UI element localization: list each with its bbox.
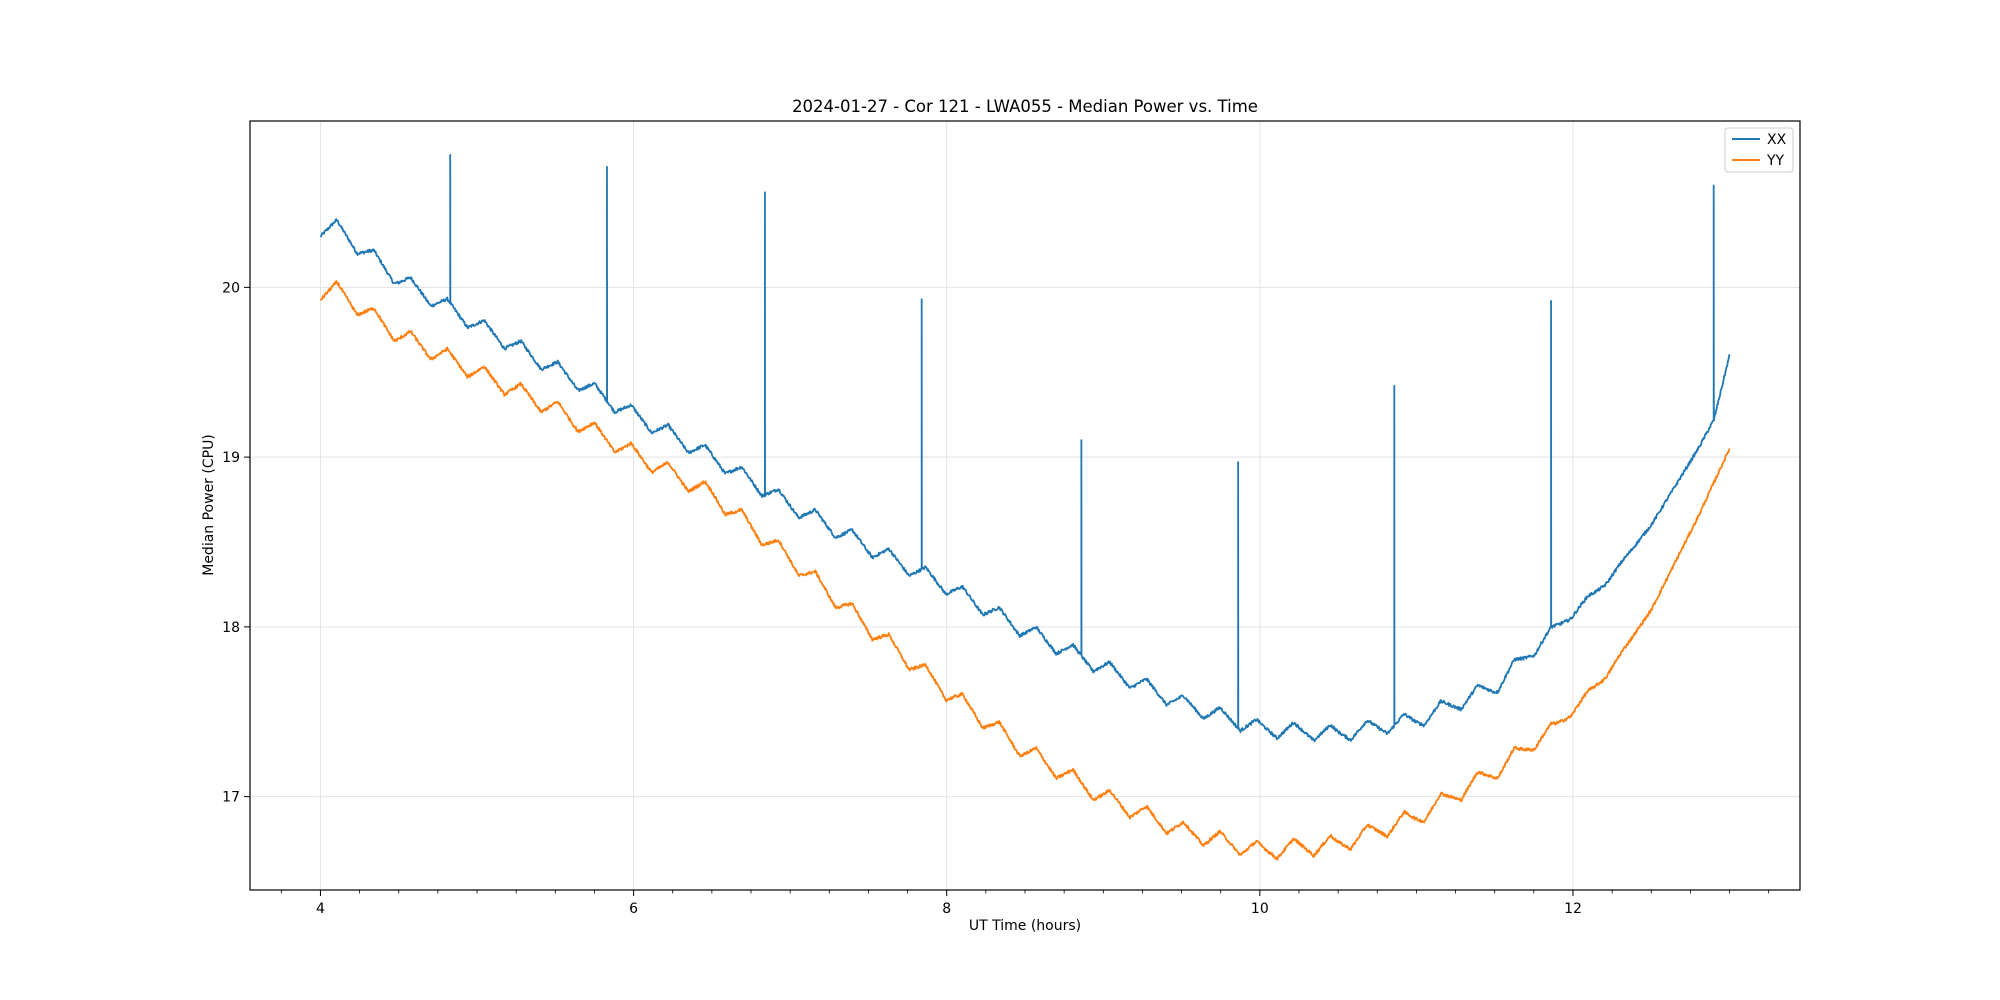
- y-tick-label: 19: [222, 450, 240, 466]
- legend-label-xx: XX: [1767, 132, 1787, 148]
- y-axis-label: Median Power (CPU): [201, 434, 217, 576]
- x-tick-label: 4: [316, 901, 325, 917]
- x-tick-label: 12: [1564, 901, 1582, 917]
- x-tick-label: 6: [629, 901, 638, 917]
- x-axis-label: UT Time (hours): [969, 918, 1081, 934]
- y-tick-label: 18: [222, 620, 240, 636]
- y-tick-label: 20: [222, 280, 240, 296]
- x-tick-label: 10: [1251, 901, 1269, 917]
- series-line-xx: [319, 154, 1731, 743]
- y-tick-label: 17: [222, 790, 240, 806]
- legend: XX YY: [1724, 127, 1794, 173]
- legend-label-yy: YY: [1766, 153, 1785, 169]
- ticks: 4 6 8 10 12 17 18 19 20: [222, 280, 1770, 917]
- series-line-yy: [319, 280, 1731, 861]
- x-tick-label: 8: [942, 901, 951, 917]
- series-layer: [319, 154, 1731, 861]
- grid: [250, 121, 1800, 890]
- chart-title: 2024-01-27 - Cor 121 - LWA055 - Median P…: [792, 97, 1258, 116]
